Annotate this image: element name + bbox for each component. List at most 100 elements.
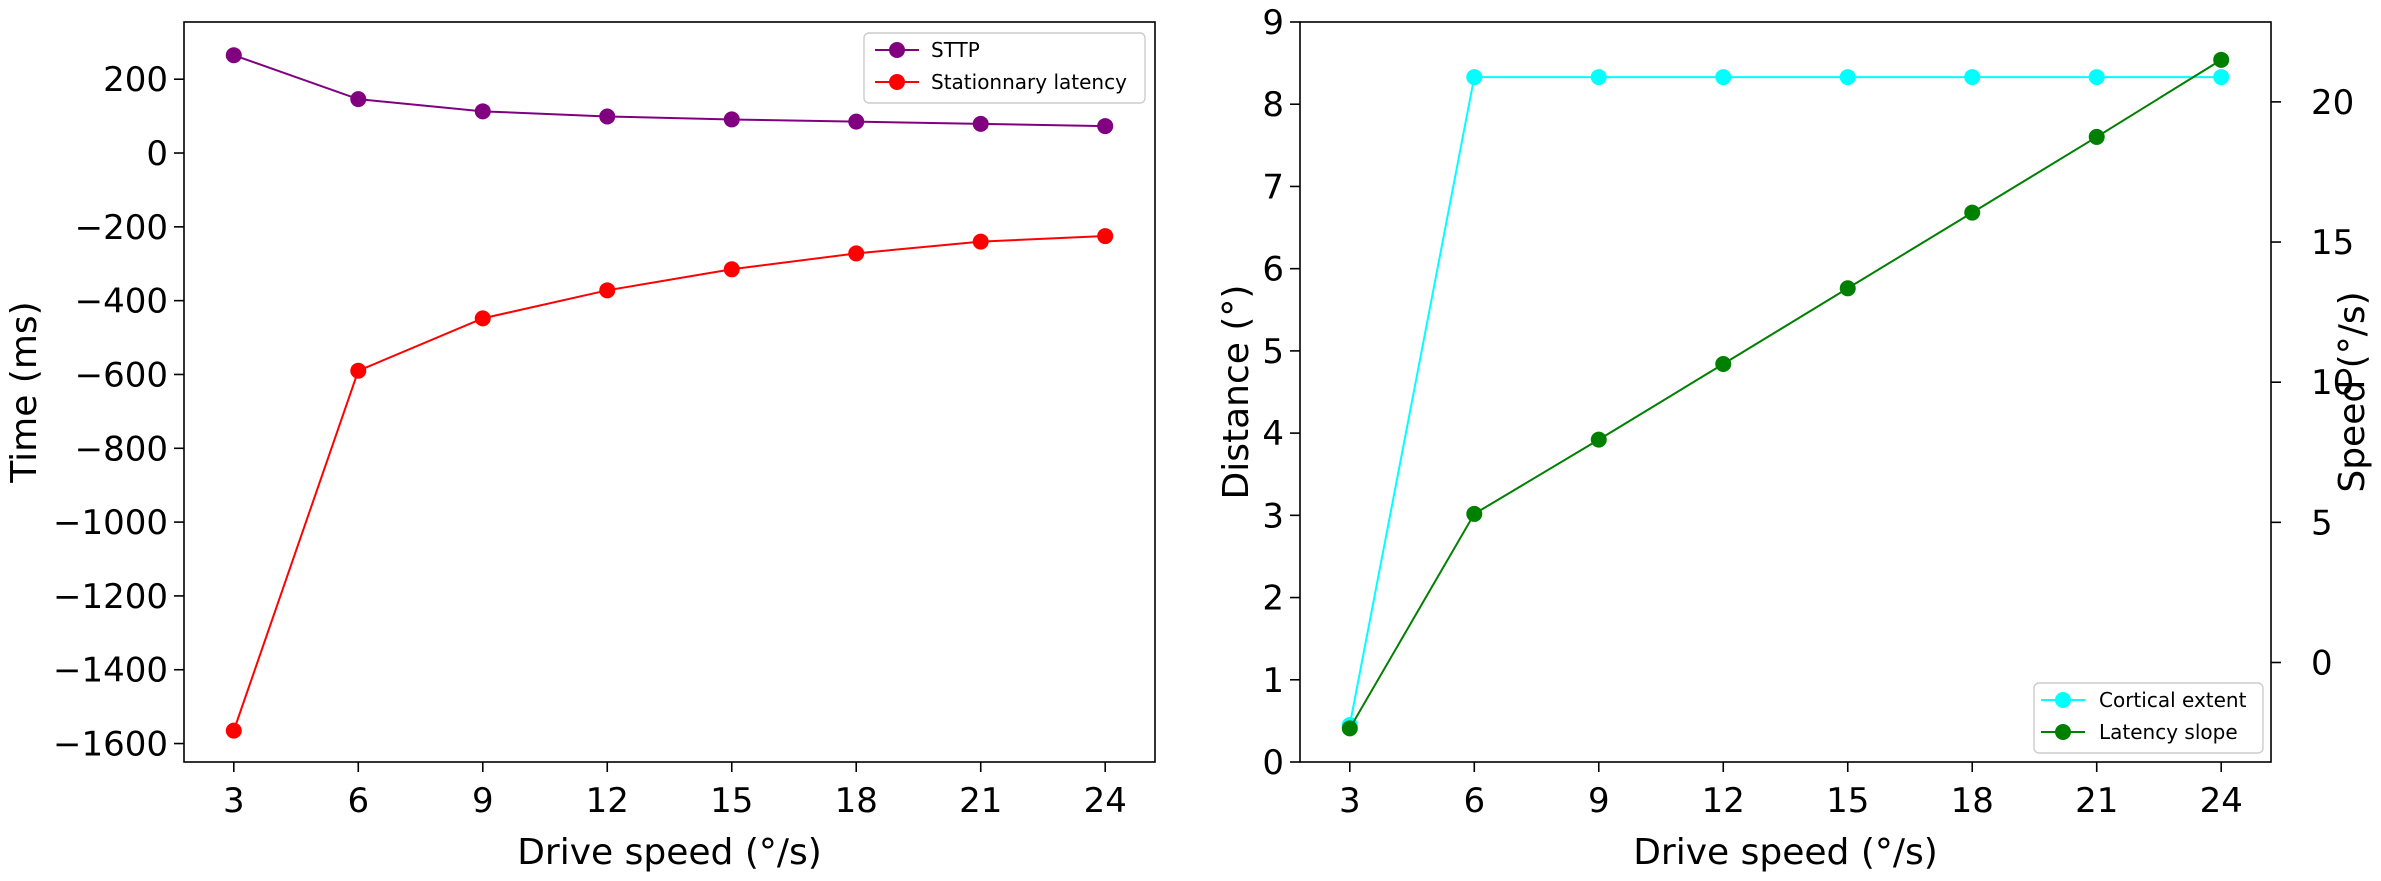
data-point-latency-slope bbox=[1341, 720, 1358, 737]
left-axes-frame bbox=[183, 21, 1156, 763]
legend-cortical-label: Cortical extent bbox=[2099, 688, 2247, 712]
right-axes-frame bbox=[1299, 21, 2272, 763]
data-point-cortical-extent bbox=[1590, 69, 1607, 86]
left-y-axis-label: Time (ms) bbox=[4, 301, 45, 483]
data-point-sttp bbox=[474, 103, 491, 120]
left-x-tick-label: 9 bbox=[472, 781, 494, 821]
data-point-latency-slope bbox=[1590, 431, 1607, 448]
data-point-latency-slope bbox=[1715, 355, 1732, 372]
left-plot-area bbox=[225, 47, 1114, 739]
data-point-latency-slope bbox=[2213, 51, 2230, 68]
data-point-stationnary-latency bbox=[848, 245, 865, 262]
right-legend-box bbox=[2033, 682, 2264, 754]
right-y2-tick-label: 5 bbox=[2311, 503, 2333, 543]
series-line-stationnary-latency bbox=[232, 235, 1106, 731]
legend-cortical-marker bbox=[2055, 692, 2071, 708]
data-point-latency-slope bbox=[1839, 280, 1856, 297]
right-y-tick-label: 7 bbox=[1262, 167, 1284, 207]
right-legend: Cortical extent Latency slope bbox=[2033, 682, 2264, 754]
left-y-tick-label: −400 bbox=[75, 282, 168, 322]
right-x-tick-label: 9 bbox=[1588, 781, 1610, 821]
left-y-tick-label: −200 bbox=[75, 208, 168, 248]
right-y2-tick-label: 10 bbox=[2311, 363, 2354, 403]
right-x-axis-label: Drive speed (°/s) bbox=[1633, 832, 1938, 873]
right-y-tick-label: 8 bbox=[1262, 85, 1284, 125]
left-legend: STTP Stationnary latency bbox=[863, 32, 1146, 104]
right-x-tick-label: 3 bbox=[1339, 781, 1361, 821]
left-x-tick-label: 21 bbox=[959, 781, 1002, 821]
data-point-cortical-extent bbox=[1839, 69, 1856, 86]
right-x-tick-label: 21 bbox=[2075, 781, 2118, 821]
left-x-tick-label: 15 bbox=[710, 781, 753, 821]
left-x-tick-label: 24 bbox=[1084, 781, 1127, 821]
data-point-stationnary-latency bbox=[474, 310, 491, 327]
data-point-stationnary-latency bbox=[225, 722, 242, 739]
right-x-tick-label: 24 bbox=[2200, 781, 2243, 821]
right-left-y-ticks: 0 1 2 3 4 5 6 7 8 9 bbox=[1262, 3, 1300, 783]
right-y-tick-label: 0 bbox=[1262, 743, 1284, 783]
series-line-sttp bbox=[233, 54, 1106, 128]
left-y-tick-label: 200 bbox=[103, 60, 168, 100]
series-line-cortical-extent bbox=[1348, 76, 2222, 726]
right-y2-tick-label: 20 bbox=[2311, 83, 2354, 123]
data-point-cortical-extent bbox=[1466, 69, 1483, 86]
data-point-stationnary-latency bbox=[723, 261, 740, 278]
data-point-sttp bbox=[225, 47, 242, 64]
data-point-sttp bbox=[848, 113, 865, 130]
left-y-tick-label: −1000 bbox=[53, 503, 168, 543]
right-y-tick-label: 9 bbox=[1262, 3, 1284, 43]
left-x-ticks: 3 6 9 12 15 18 21 24 bbox=[223, 762, 1127, 821]
left-y-tick-label: 0 bbox=[146, 134, 168, 174]
left-x-tick-label: 3 bbox=[223, 781, 245, 821]
data-point-stationnary-latency bbox=[1097, 228, 1114, 245]
left-y-tick-label: −1400 bbox=[53, 651, 168, 691]
data-point-cortical-extent bbox=[1964, 69, 1981, 86]
right-x-tick-label: 15 bbox=[1826, 781, 1869, 821]
right-y2-tick-label: 15 bbox=[2311, 223, 2354, 263]
right-y-tick-label: 5 bbox=[1262, 332, 1284, 372]
right-y2-axis-label: Speed (°/s) bbox=[2332, 291, 2373, 492]
right-y2-tick-label: 0 bbox=[2311, 643, 2333, 683]
legend-stationnary-marker bbox=[889, 74, 905, 90]
right-y-tick-label: 2 bbox=[1262, 579, 1284, 619]
left-y-ticks: 200 0 −200 −400 −600 −800 −1000 −1200 −1400 −1600 bbox=[53, 60, 184, 765]
left-x-axis-label: Drive speed (°/s) bbox=[517, 832, 822, 873]
left-y-tick-label: −800 bbox=[75, 429, 168, 469]
data-point-cortical-extent bbox=[2213, 69, 2230, 86]
right-x-ticks: 3 6 9 12 15 18 21 24 bbox=[1339, 762, 2243, 821]
right-x-tick-label: 12 bbox=[1702, 781, 1745, 821]
data-point-stationnary-latency bbox=[599, 282, 616, 299]
right-x-tick-label: 18 bbox=[1951, 781, 1994, 821]
right-y-tick-label: 3 bbox=[1262, 496, 1284, 536]
left-x-tick-label: 6 bbox=[347, 781, 369, 821]
right-y-axis-label: Distance (°) bbox=[1216, 285, 1257, 500]
legend-stationnary-label: Stationnary latency bbox=[931, 70, 1127, 94]
left-legend-box bbox=[863, 32, 1146, 104]
data-point-stationnary-latency bbox=[972, 233, 989, 250]
data-point-sttp bbox=[599, 108, 616, 125]
left-y-tick-label: −1200 bbox=[53, 577, 168, 617]
legend-latency-slope-marker bbox=[2055, 724, 2071, 740]
right-y-tick-label: 4 bbox=[1262, 414, 1284, 454]
left-y-tick-label: −1600 bbox=[53, 725, 168, 765]
left-chart: 3 6 9 12 15 18 21 24 200 0 −200 −400 −600 −800 −1000 −… bbox=[4, 21, 1156, 873]
data-point-sttp bbox=[350, 91, 367, 108]
data-point-latency-slope bbox=[1466, 505, 1483, 522]
data-point-cortical-extent bbox=[1715, 69, 1732, 86]
right-y-tick-label: 1 bbox=[1262, 661, 1284, 701]
data-point-sttp bbox=[1097, 118, 1114, 135]
legend-sttp-label: STTP bbox=[931, 38, 980, 62]
data-point-latency-slope bbox=[1964, 204, 1981, 221]
left-x-tick-label: 18 bbox=[835, 781, 878, 821]
data-point-sttp bbox=[972, 115, 989, 132]
right-x-tick-label: 6 bbox=[1463, 781, 1485, 821]
data-point-sttp bbox=[723, 111, 740, 128]
legend-sttp-marker bbox=[889, 42, 905, 58]
right-right-y-ticks: 0 5 10 15 20 bbox=[2271, 83, 2354, 683]
right-plot-area bbox=[1341, 51, 2230, 737]
legend-latency-slope-label: Latency slope bbox=[2099, 720, 2238, 744]
left-y-tick-label: −600 bbox=[75, 355, 168, 395]
left-x-tick-label: 12 bbox=[586, 781, 629, 821]
